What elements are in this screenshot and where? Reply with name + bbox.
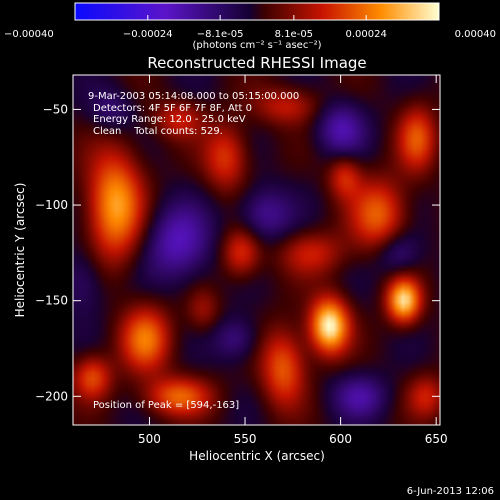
colorbar-tick-label: −8.1e-05 xyxy=(197,29,244,40)
time-range-annotation: 9-Mar-2003 05:14:08.000 to 05:15:00.000 xyxy=(88,91,299,102)
colorbar-tick-label: 0.00040 xyxy=(455,29,496,40)
colorbar-unit-label: (photons cm⁻² s⁻¹ asec⁻²) xyxy=(192,40,321,51)
y-tick-label: −200 xyxy=(35,389,68,403)
heatmap-image xyxy=(73,75,440,425)
y-tick-label: −150 xyxy=(35,294,68,308)
y-tick-label: −100 xyxy=(35,198,68,212)
x-tick-label: 650 xyxy=(425,432,448,446)
colorbar-tick-label: −0.00040 xyxy=(4,29,54,40)
y-tick-label: −50 xyxy=(43,102,68,116)
colorbar-tick-label: 8.1e-05 xyxy=(275,29,313,40)
colorbar-tick-label: 0.00024 xyxy=(346,29,387,40)
energy-range-annotation: Energy Range: 12.0 - 25.0 keV xyxy=(93,114,246,125)
x-tick-label: 600 xyxy=(329,432,352,446)
axis-ticks: 500 550 600 650 −50 −100 −150 −200 xyxy=(35,75,448,446)
peak-annotation: Position of Peak = [594,-163] xyxy=(93,400,239,411)
colorbar-tick-label: −0.00024 xyxy=(123,29,173,40)
x-tick-label: 500 xyxy=(138,432,161,446)
x-tick-label: 550 xyxy=(234,432,257,446)
colorbar xyxy=(74,2,440,21)
chart-title: Reconstructed RHESSI Image xyxy=(147,54,366,72)
y-axis-label: Heliocentric Y (arcsec) xyxy=(13,183,27,318)
plot-frame xyxy=(72,74,441,426)
x-axis-label: Heliocentric X (arcsec) xyxy=(189,449,325,463)
method-annotation: Clean Total counts: 529. xyxy=(93,126,223,137)
detectors-annotation: Detectors: 4F 5F 6F 7F 8F, Att 0 xyxy=(93,103,252,114)
colorbar-ticks: −0.00040 −0.00024 −8.1e-05 8.1e-05 0.00024 0.… xyxy=(4,15,496,40)
footer-timestamp: 6-Jun-2013 12:06 xyxy=(407,486,494,497)
